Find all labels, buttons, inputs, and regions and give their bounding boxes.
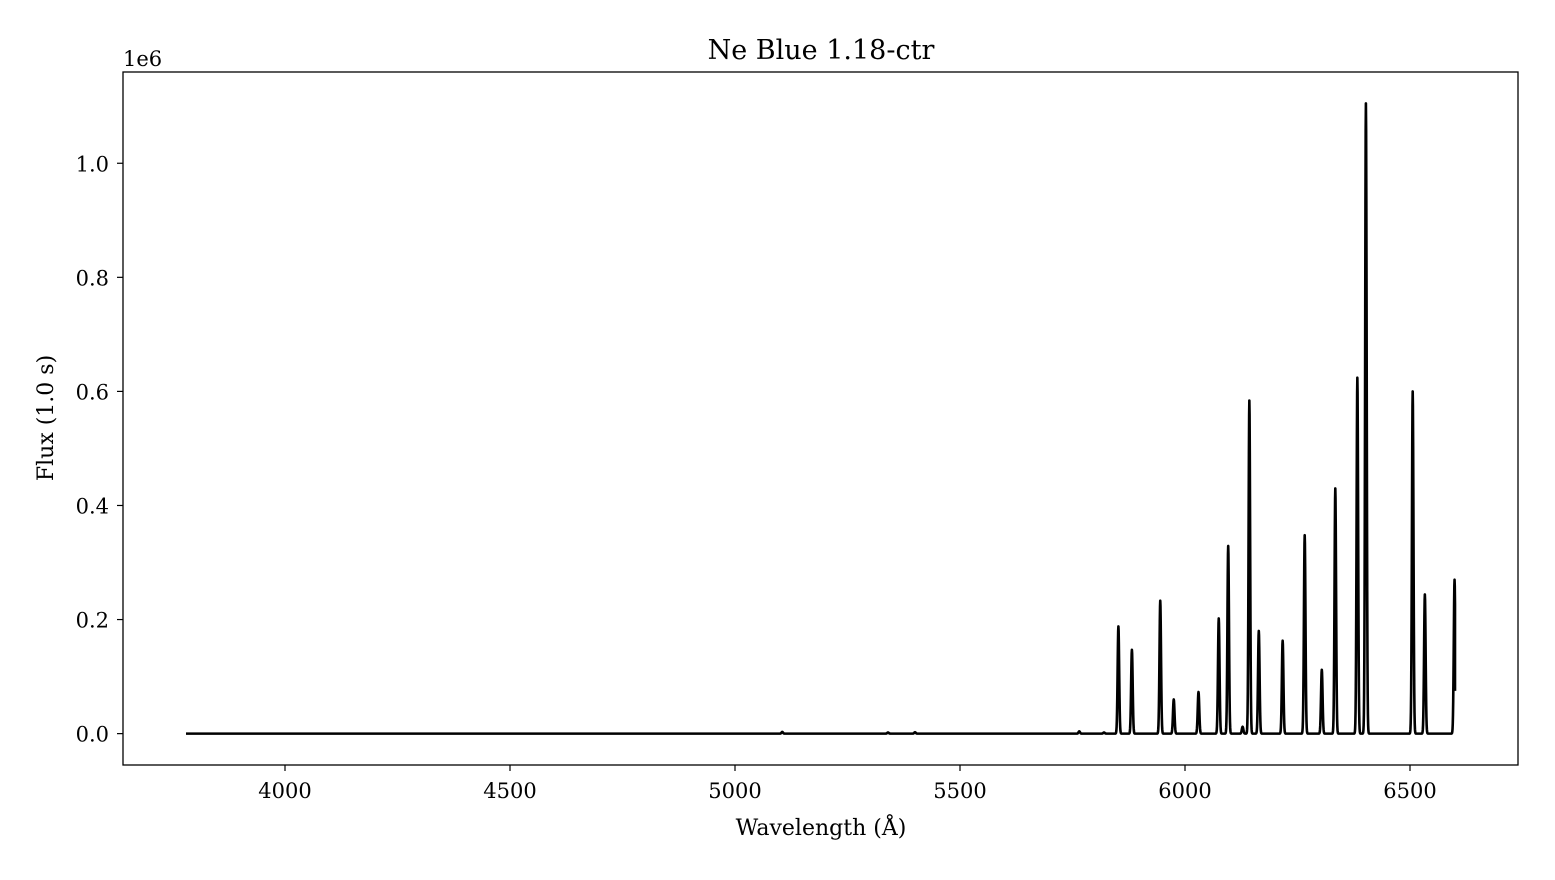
y-tick-label: 0.0 <box>76 723 109 747</box>
y-offset-label: 1e6 <box>123 47 162 71</box>
x-tick-label: 5500 <box>933 779 986 803</box>
chart-title: Ne Blue 1.18-ctr <box>708 35 935 66</box>
y-axis-label: Flux (1.0 s) <box>34 355 59 481</box>
x-tick-label: 6000 <box>1158 779 1211 803</box>
x-axis: 4000 4500 5000 5500 6000 6500 <box>258 765 1437 803</box>
plot-frame <box>122 71 1519 766</box>
x-tick-label: 6500 <box>1383 779 1436 803</box>
y-tick-label: 0.6 <box>76 380 109 404</box>
y-tick-label: 0.2 <box>76 609 109 633</box>
y-tick-label: 0.8 <box>76 266 109 290</box>
x-tick-label: 5000 <box>708 779 761 803</box>
spectrum-line <box>184 102 1457 735</box>
x-tick-label: 4500 <box>483 779 536 803</box>
x-tick-label: 4000 <box>258 779 311 803</box>
y-tick-label: 0.4 <box>76 494 109 518</box>
y-axis: 0.0 0.2 0.4 0.6 0.8 1.0 <box>76 152 123 747</box>
x-axis-label: Wavelength (Å) <box>736 813 907 841</box>
y-tick-label: 1.0 <box>76 152 109 176</box>
